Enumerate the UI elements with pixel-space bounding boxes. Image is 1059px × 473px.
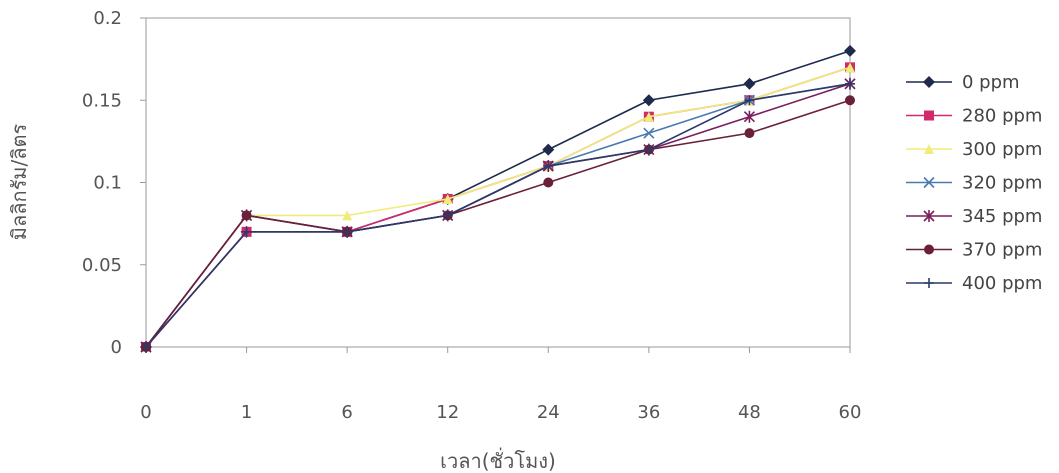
x-tick-label: 0 — [140, 402, 151, 423]
legend-item: 370 ppm — [906, 240, 1042, 261]
data-point-marker — [442, 193, 453, 204]
y-axis-ticks: 0 0.05 0.1 0.15 0.2 — [82, 8, 146, 358]
data-point-marker — [643, 127, 655, 139]
data-point-marker — [543, 177, 554, 188]
data-point-marker — [442, 210, 453, 221]
legend-label: 400 ppm — [962, 273, 1042, 294]
legend-label: 0 ppm — [962, 72, 1020, 93]
y-tick-label: 0.1 — [93, 173, 122, 194]
data-point-marker — [845, 95, 855, 106]
data-point-marker — [241, 226, 252, 237]
data-point-marker — [743, 77, 756, 90]
data-point-marker — [342, 226, 353, 237]
y-tick-label: 0 — [111, 337, 122, 358]
series-400-ppm — [141, 78, 855, 352]
data-point-marker — [924, 244, 934, 255]
x-tick-label: 12 — [436, 402, 459, 423]
x-tick-label: 24 — [537, 402, 560, 423]
data-point-marker — [743, 110, 755, 123]
data-point-marker — [924, 278, 934, 288]
data-point-marker — [744, 95, 755, 106]
data-point-marker — [543, 161, 554, 172]
data-point-marker — [923, 210, 935, 222]
x-tick-label: 1 — [241, 402, 252, 423]
y-tick-label: 0.2 — [93, 8, 122, 29]
data-point-marker — [845, 62, 855, 73]
legend-item: 300 ppm — [906, 139, 1042, 160]
data-point-marker — [642, 94, 655, 107]
data-point-marker — [845, 78, 855, 89]
legend-item: 400 ppm — [906, 273, 1042, 294]
x-tick-label: 6 — [341, 402, 352, 423]
data-point-marker — [542, 143, 555, 156]
x-tick-label: 48 — [738, 402, 761, 423]
data-point-marker — [342, 210, 353, 221]
x-axis-ticks: 0 1 6 12 24 36 48 60 — [140, 347, 861, 423]
legend-label: 300 ppm — [962, 139, 1042, 160]
data-point-marker — [241, 210, 252, 221]
series-line — [145, 83, 851, 348]
data-point-marker — [643, 111, 654, 122]
data-point-marker — [744, 128, 755, 139]
legend-label: 345 ppm — [962, 206, 1042, 227]
y-axis-title: มิลลิกรัม/ลิตร — [7, 124, 31, 241]
data-point-marker — [643, 144, 654, 155]
data-point-marker — [844, 44, 856, 57]
x-tick-label: 60 — [839, 402, 862, 423]
data-point-marker — [924, 144, 934, 154]
legend-item: 345 ppm — [906, 206, 1042, 227]
x-axis-title: เวลา(ชั่วโมง) — [440, 447, 556, 473]
legend-label: 320 ppm — [962, 173, 1042, 194]
legend: 0 ppm 280 ppm 300 ppm 320 ppm 345 ppm 370 ppm… — [906, 72, 1042, 294]
series-line — [145, 99, 851, 348]
legend-item: 320 ppm — [906, 173, 1042, 194]
legend-item: 280 ppm — [906, 106, 1042, 127]
legend-label: 280 ppm — [962, 106, 1042, 127]
legend-item: 0 ppm — [906, 72, 1020, 93]
x-tick-label: 36 — [637, 402, 660, 423]
data-point-marker — [924, 110, 934, 121]
data-point-marker — [141, 342, 151, 352]
data-point-marker — [923, 76, 935, 88]
y-tick-label: 0.05 — [82, 255, 122, 276]
series-line — [145, 66, 851, 348]
y-tick-label: 0.15 — [82, 90, 122, 111]
series-layer — [140, 44, 856, 353]
data-point-marker — [923, 176, 935, 189]
legend-label: 370 ppm — [962, 240, 1042, 261]
